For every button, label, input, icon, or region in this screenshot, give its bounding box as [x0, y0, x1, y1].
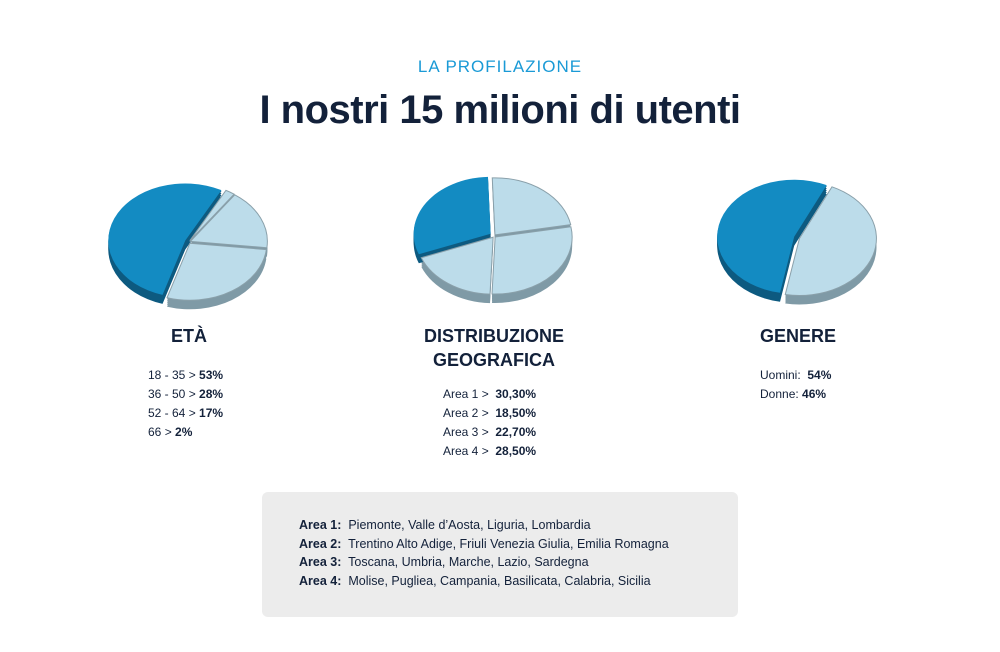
area-row: Area 1: Piemonte, Valle d’Aosta, Liguria… [299, 518, 591, 532]
page-title: I nostri 15 milioni di utenti [259, 88, 741, 132]
legend-genere: Uomini: 54% Donne: 46% [760, 366, 831, 404]
pie-slice-52-64 [189, 194, 268, 249]
pie-slice-18-35 [108, 183, 222, 295]
pie-slice-area-3 [491, 177, 572, 236]
pie-slice-donne- [784, 186, 877, 296]
pie-slice-36-50 [166, 242, 267, 301]
pie-slice-66 [189, 189, 235, 242]
pie-slice-uomini- [717, 179, 827, 293]
legend-item: 66 > 2% [148, 425, 193, 439]
legend-item: Area 1 > 30,30% [443, 387, 537, 401]
legend-item: Area 3 > 22,70% [443, 425, 537, 439]
legend-item: 52 - 64 > 17% [148, 406, 224, 420]
area-row: Area 2: Trentino Alto Adige, Friuli Vene… [299, 536, 669, 551]
chart-title-genere: GENERE [759, 326, 837, 346]
legend-item: Donne: 46% [760, 387, 827, 401]
legend-item: Area 4 > 28,50% [443, 444, 537, 458]
area-row: Area 3: Toscana, Umbria, Marche, Lazio, … [299, 555, 589, 569]
legend-eta: 18 - 35 > 53% 36 - 50 > 28% 52 - 64 > 17… [148, 366, 223, 442]
pie-slice-area-2 [420, 236, 494, 295]
legend-item: Area 2 > 18,50% [443, 406, 537, 420]
legend-item: 36 - 50 > 28% [148, 387, 224, 401]
legend-item: Uomini: 54% [760, 368, 832, 382]
legend-item: 18 - 35 > 53% [148, 368, 224, 382]
pie-slice-area-1 [413, 176, 491, 255]
chart-title-eta: ETÀ [171, 326, 207, 346]
areas-legend-box: Area 1: Piemonte, Valle d’Aosta, Liguria… [262, 492, 738, 617]
area-row: Area 4: Molise, Pugliea, Campania, Basil… [299, 573, 651, 588]
chart-title-geo: DISTRIBUZIONE GEOGRAFICA [423, 326, 564, 370]
pie-charts [108, 176, 877, 310]
kicker: LA PROFILAZIONE [417, 57, 583, 76]
pie-slice-area-4 [491, 226, 573, 295]
legend-geo: Area 1 > 30,30% Area 2 > 18,50% Area 3 >… [443, 385, 536, 461]
